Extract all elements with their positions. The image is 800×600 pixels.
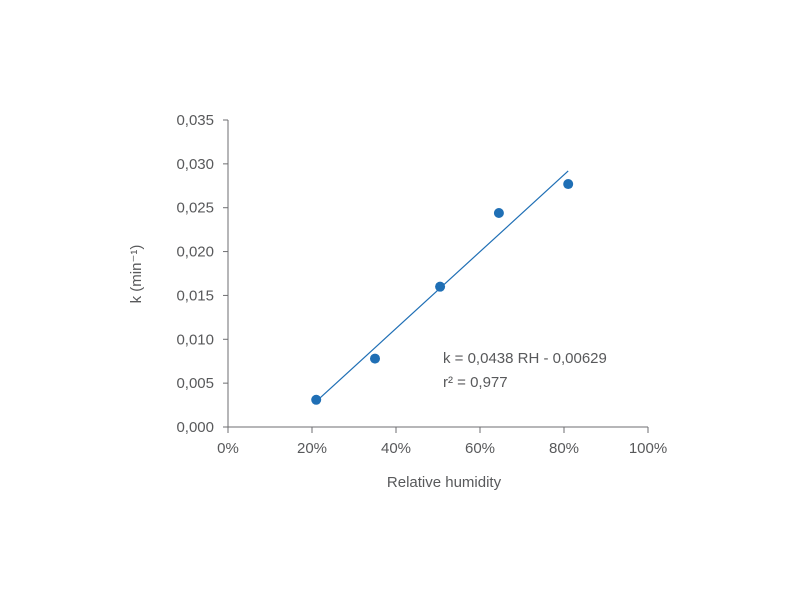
y-tick-label: 0,025 — [176, 200, 214, 217]
x-axis-ticks: 0% 20% 40% 60% 80% 100% — [217, 427, 667, 457]
regression-equation: k = 0,0438 RH - 0,00629 — [443, 350, 607, 367]
y-tick-label: 0,030 — [176, 156, 214, 173]
x-tick-label: 20% — [297, 440, 327, 457]
data-point — [563, 179, 574, 190]
data-point — [493, 207, 504, 218]
y-tick-label: 0,005 — [176, 375, 214, 392]
y-axis-ticks: 0,000 0,005 0,010 0,015 0,020 0,025 0,030 0,035 — [176, 112, 228, 436]
x-tick-label: 0% — [217, 440, 239, 457]
x-tick-label: 100% — [629, 440, 667, 457]
data-point — [370, 353, 380, 364]
x-tick-label: 40% — [381, 440, 411, 457]
data-points — [311, 179, 574, 405]
y-axis-title: k (min⁻¹) — [128, 245, 145, 304]
axes — [227, 120, 648, 428]
data-point — [311, 394, 322, 405]
x-tick-label: 80% — [549, 440, 579, 457]
y-tick-label: 0,035 — [176, 112, 214, 129]
y-tick-label: 0,015 — [176, 287, 214, 304]
y-tick-label: 0,000 — [176, 419, 214, 436]
data-point — [435, 281, 446, 292]
y-tick-label: 0,020 — [176, 244, 214, 261]
x-axis-title: Relative humidity — [387, 474, 502, 491]
x-tick-label: 60% — [465, 440, 495, 457]
r-squared-label: r² = 0,977 — [443, 374, 508, 391]
y-tick-label: 0,010 — [176, 331, 214, 348]
